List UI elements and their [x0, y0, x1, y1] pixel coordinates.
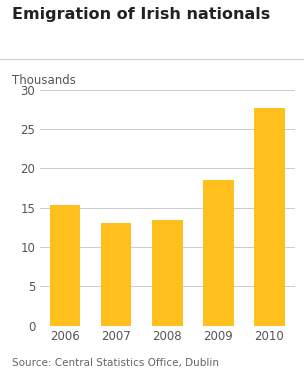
Bar: [50, 205, 80, 326]
Bar: [101, 223, 131, 326]
Bar: [152, 220, 182, 326]
Bar: [203, 180, 233, 326]
Text: Source: Central Statistics Office, Dublin: Source: Central Statistics Office, Dubli…: [12, 358, 219, 368]
Bar: [254, 108, 285, 326]
Text: Emigration of Irish nationals: Emigration of Irish nationals: [12, 7, 271, 23]
Text: Thousands: Thousands: [12, 74, 76, 87]
